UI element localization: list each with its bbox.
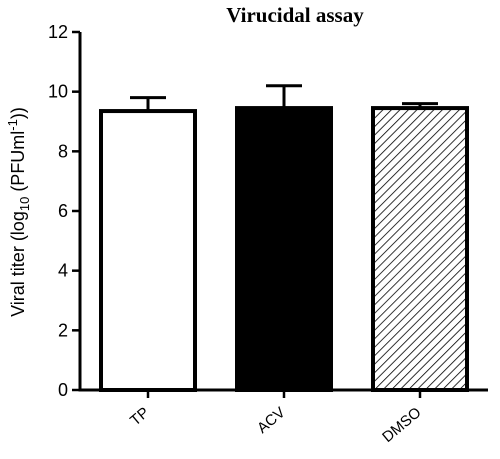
bar-acv [235,106,333,392]
x-tick-label-acv: ACV [254,404,289,437]
x-tick-label-dmso: DMSO [379,404,424,446]
bars [99,106,469,393]
svg-text:Viral titer (log10 (PFUml-1)): Viral titer (log10 (PFUml-1)) [5,107,32,317]
y-tick-label: 12 [48,22,68,42]
y-tick-label: 10 [48,82,68,102]
x-tick-label-tp: TP [127,404,153,429]
y-axis-label-suffix: )) [8,107,28,119]
y-axis-label: Viral titer (log10 (PFUml-1)) [5,107,32,317]
y-axis-label-subscript: 10 [17,197,32,211]
y-tick-label: 4 [58,261,68,281]
bar-tp [99,109,197,393]
error-bars [130,84,438,112]
y-tick-label: 6 [58,201,68,221]
x-tick-labels: TP ACV DMSO [127,404,425,446]
y-tick-label: 2 [58,320,68,340]
bar-dmso [371,106,469,392]
y-tick-label: 8 [58,141,68,161]
y-axis-label-prefix: Viral titer (log [8,211,28,317]
y-tick-label: 0 [58,380,68,400]
chart-title: Virucidal assay [226,3,364,27]
y-axis-label-superscript: -1 [5,119,20,131]
y-axis-label-mid: (PFUml [8,131,28,197]
